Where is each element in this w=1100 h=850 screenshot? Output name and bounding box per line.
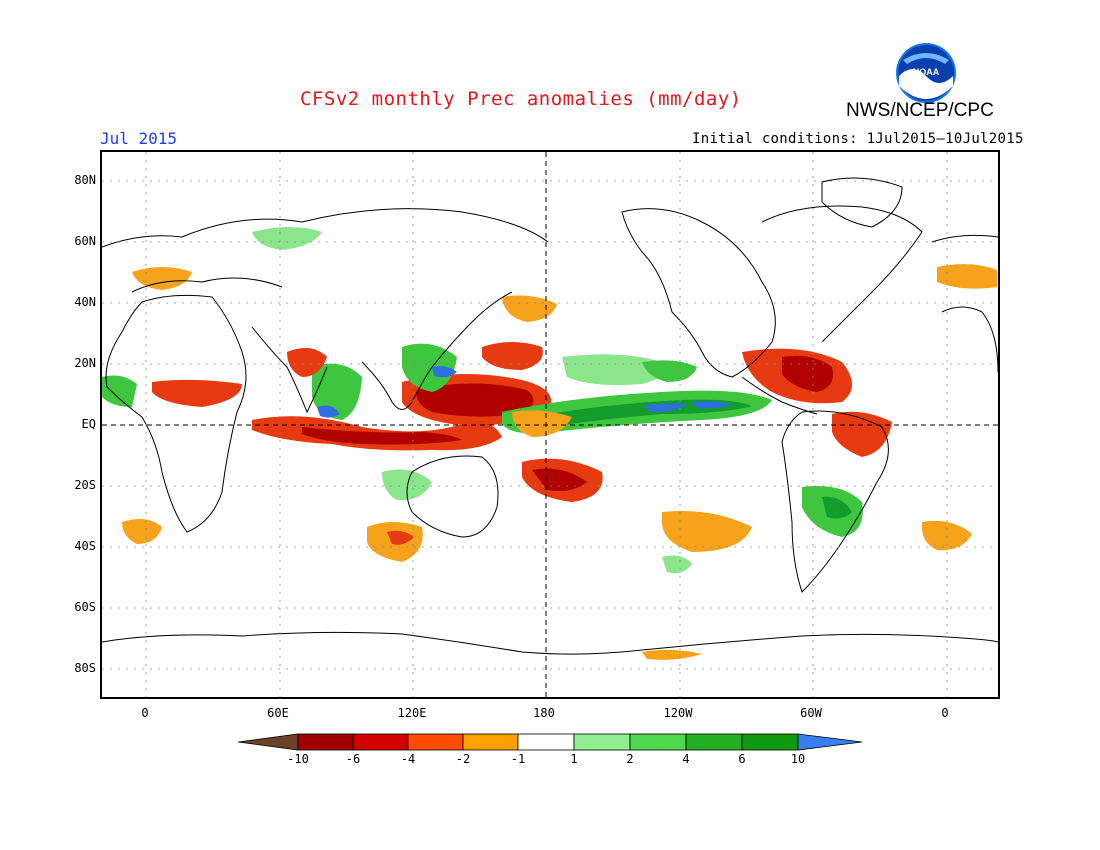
colorbar-label: 10 (790, 752, 806, 766)
colorbar-swatch (573, 733, 631, 751)
svg-text:NOAA: NOAA (913, 67, 940, 77)
anomaly-shading (102, 227, 997, 660)
colorbar-swatch (407, 733, 464, 751)
noaa-logo-icon: NOAA (896, 43, 956, 103)
colorbar-swatch (517, 733, 575, 751)
lon-label: 120W (663, 706, 693, 720)
lon-label: 0 (141, 706, 149, 720)
lon-label: 60E (267, 706, 289, 720)
colorbar (238, 733, 862, 751)
colorbar-swatch (685, 733, 743, 751)
colorbar-swatch (797, 733, 862, 751)
colorbar-swatch (741, 733, 799, 751)
lat-label: 40N (74, 295, 96, 309)
lon-label: 0 (941, 706, 949, 720)
colorbar-label: -4 (400, 752, 416, 766)
lat-label: 20N (74, 356, 96, 370)
colorbar-label: 1 (570, 752, 578, 766)
colorbar-swatch (352, 733, 409, 751)
lat-label: 80S (74, 661, 96, 675)
lat-label: 60S (74, 600, 96, 614)
lat-label: 80N (74, 173, 96, 187)
chart-title: CFSv2 monthly Prec anomalies (mm/day) (300, 88, 742, 110)
colorbar-label: 6 (738, 752, 746, 766)
colorbar-label: -6 (345, 752, 361, 766)
coastlines (102, 177, 998, 655)
colorbar-swatch (297, 733, 354, 751)
lat-label: 60N (74, 234, 96, 248)
colorbar-label: 4 (682, 752, 690, 766)
month-label: Jul 2015 (100, 129, 178, 148)
lon-label: 180 (533, 706, 555, 720)
lat-label: EQ (81, 417, 96, 431)
lat-label: 20S (74, 478, 96, 492)
lon-label: 60W (800, 706, 822, 720)
colorbar-label: 2 (626, 752, 634, 766)
lon-label: 120E (397, 706, 427, 720)
precip-anomaly-map (102, 152, 998, 697)
colorbar-swatch (238, 733, 299, 751)
lat-label: 40S (74, 539, 96, 553)
colorbar-label: -1 (510, 752, 526, 766)
colorbar-label: -10 (287, 752, 309, 766)
colorbar-swatch (629, 733, 687, 751)
agency-label: NWS/NCEP/CPC (846, 100, 994, 121)
colorbar-label: -2 (455, 752, 471, 766)
map-panel (100, 150, 1000, 699)
colorbar-swatch (462, 733, 519, 751)
initial-conditions-label: Initial conditions: 1Jul2015–10Jul2015 (692, 131, 1024, 147)
